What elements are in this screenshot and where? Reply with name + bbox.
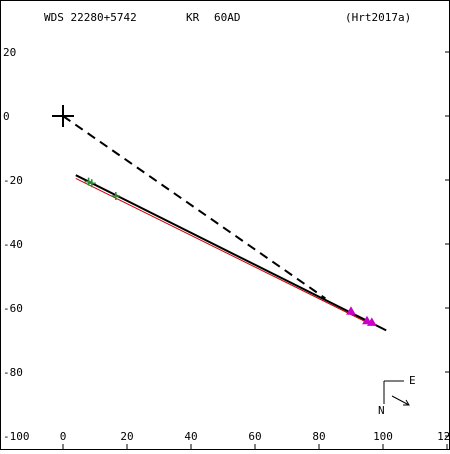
dashed-line-to-primary [62,115,326,300]
header-reference-label: (Hrt2017a) [345,11,411,24]
x-tick-label: 80 [312,430,325,443]
header-wds-label: WDS 22280+5742 [44,11,137,24]
data-points [84,177,377,326]
plus-marker [111,192,120,200]
y-tick-label: -60 [3,302,23,315]
orientation-indicator: E N [378,374,416,417]
header-pair-label: 60AD [214,11,241,24]
orbit-lines [62,115,387,332]
plus-marker [87,179,96,188]
orientation-east-label: E [409,374,416,387]
y-tick-label: -100 [3,430,30,443]
header-discoverer-label: KR [186,11,200,24]
y-tick-label: -40 [3,238,23,251]
orientation-motion-arrow [391,395,410,406]
x-tick-label: 0 [60,430,67,443]
y-tick-label: 20 [3,46,16,59]
triangle-marker [346,306,356,315]
axis-ticks: 0 20 40 60 80 100 120 -100 -80 -60 -40 -20 0 20 [3,46,450,449]
primary-star-marker [52,105,74,127]
triangle-marker [362,315,372,325]
orientation-north-label: N [378,404,385,417]
red-fit-line [75,177,371,325]
y-tick-label: 0 [3,110,10,123]
y-tick-label: -20 [3,174,23,187]
x-tick-label: 60 [248,430,261,443]
x-tick-label: 40 [184,430,197,443]
x-tick-label: 100 [373,430,393,443]
triangle-marker [366,317,377,326]
x-tick-label: 20 [120,430,133,443]
black-fit-line [75,174,387,332]
x-tick-label: 120 [437,430,450,443]
orientation-arrowhead-icon [403,399,410,406]
y-tick-label: -80 [3,366,23,379]
